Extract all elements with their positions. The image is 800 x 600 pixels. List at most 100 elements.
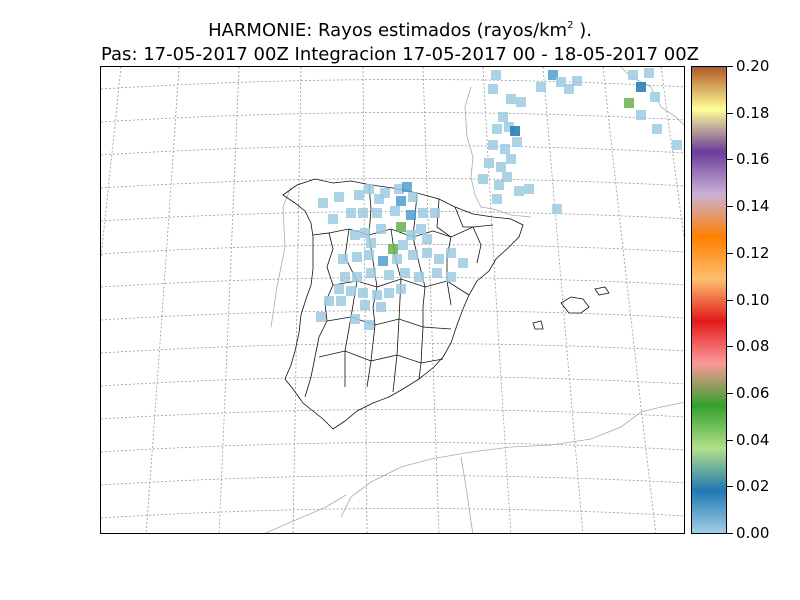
lightning-marker [636, 110, 646, 120]
graticule-lines [101, 67, 684, 533]
graticule-parallel [101, 79, 684, 90]
lightning-marker [484, 158, 494, 168]
lightning-marker [378, 256, 388, 266]
colorbar-tick [727, 299, 733, 301]
lightning-marker [502, 172, 512, 182]
lightning-marker [500, 144, 510, 154]
lightning-marker [650, 92, 660, 102]
lightning-marker [408, 192, 418, 202]
graticule-meridian [145, 67, 180, 533]
colorbar-tick [727, 206, 733, 208]
lightning-marker [506, 154, 516, 164]
france-coast [464, 86, 532, 218]
lightning-marker [316, 312, 326, 322]
lightning-marker [358, 288, 368, 298]
graticule-parallel [101, 475, 684, 486]
lightning-marker [414, 272, 424, 282]
lightning-marker [392, 254, 402, 264]
lightning-marker [524, 184, 534, 194]
graticule-meridian [218, 67, 240, 533]
colorbar-tick-label: 0.12 [736, 243, 770, 262]
lightning-marker [336, 296, 346, 306]
lightning-marker [564, 84, 574, 94]
lightning-marker [376, 224, 386, 234]
graticule-parallel [101, 508, 684, 519]
balearic-mallorca [560, 296, 590, 314]
colorbar-tick-label: 0.14 [736, 197, 770, 216]
colorbar-tick-label: 0.04 [736, 430, 770, 449]
graticule-parallel [101, 310, 684, 321]
lightning-marker [408, 250, 418, 260]
graticule-meridian [660, 67, 684, 240]
africa-coast [264, 494, 347, 533]
graticule-parallel [101, 277, 684, 288]
lightning-marker [384, 270, 394, 280]
lightning-marker [488, 140, 498, 150]
province-line [436, 198, 452, 306]
province-line [318, 350, 444, 364]
province-line [326, 316, 452, 330]
lightning-marker [396, 222, 406, 232]
graticule-parallel [101, 442, 684, 453]
map-panel [100, 66, 685, 534]
colorbar-tick-label: 0.06 [736, 383, 770, 402]
map-canvas [101, 67, 684, 533]
graticule-parallel [101, 145, 684, 156]
province-line [344, 228, 358, 387]
lightning-marker [624, 98, 634, 108]
lightning-marker [496, 162, 506, 172]
peninsula-coast [282, 178, 524, 430]
lightning-marker [338, 254, 348, 264]
lightning-marker [458, 258, 468, 268]
lightning-marker [384, 288, 394, 298]
lightning-marker [556, 77, 566, 87]
lightning-marker [422, 234, 432, 244]
colorbar [691, 66, 727, 534]
lightning-marker [350, 230, 360, 240]
lightning-marker [536, 82, 546, 92]
title-unit-exponent: 2 [567, 20, 574, 31]
title-line-1-prefix: HARMONIE: Rayos estimados (rayos/km [208, 20, 568, 41]
graticule-parallel [101, 409, 684, 420]
africa-coast [340, 401, 684, 518]
colorbar-tick-label: 0.00 [736, 524, 770, 542]
lightning-marker [400, 268, 410, 278]
graticule-meridian [542, 67, 584, 533]
lightning-marker [358, 208, 368, 218]
colorbar-tick-label: 0.02 [736, 477, 770, 496]
lightning-marker [672, 140, 682, 150]
province-line [454, 206, 482, 264]
lightning-marker [552, 204, 562, 214]
lightning-marker [346, 208, 356, 218]
lightning-marker [406, 210, 416, 220]
lightning-marker [636, 82, 646, 92]
colorbar-tick-label: 0.18 [736, 103, 770, 122]
lightning-marker [398, 240, 408, 250]
lightning-marker [504, 122, 514, 132]
colorbar-tick [727, 486, 733, 488]
lightning-markers [316, 68, 682, 330]
lightning-marker [334, 284, 344, 294]
title-line-1: HARMONIE: Rayos estimados (rayos/km2 ). [0, 14, 800, 43]
colorbar-tick [727, 392, 733, 394]
lightning-marker [366, 268, 376, 278]
graticule-parallel [101, 211, 684, 222]
province-line [366, 184, 378, 388]
portugal-coast-west [270, 186, 292, 328]
lightning-marker [324, 296, 334, 306]
colorbar-tick [727, 533, 733, 534]
lightning-marker [494, 180, 504, 190]
lightning-marker [446, 248, 456, 258]
lightning-marker [318, 198, 328, 208]
lightning-marker [488, 84, 498, 94]
lightning-marker [652, 124, 662, 134]
colorbar-tick [727, 439, 733, 441]
lightning-marker [352, 272, 362, 282]
colorbar-tick [727, 252, 733, 254]
graticule-parallel [101, 376, 684, 387]
lightning-marker [364, 320, 374, 330]
province-line [412, 192, 426, 380]
lightning-marker [328, 214, 338, 224]
lightning-marker [644, 68, 654, 78]
lightning-marker [446, 272, 456, 282]
